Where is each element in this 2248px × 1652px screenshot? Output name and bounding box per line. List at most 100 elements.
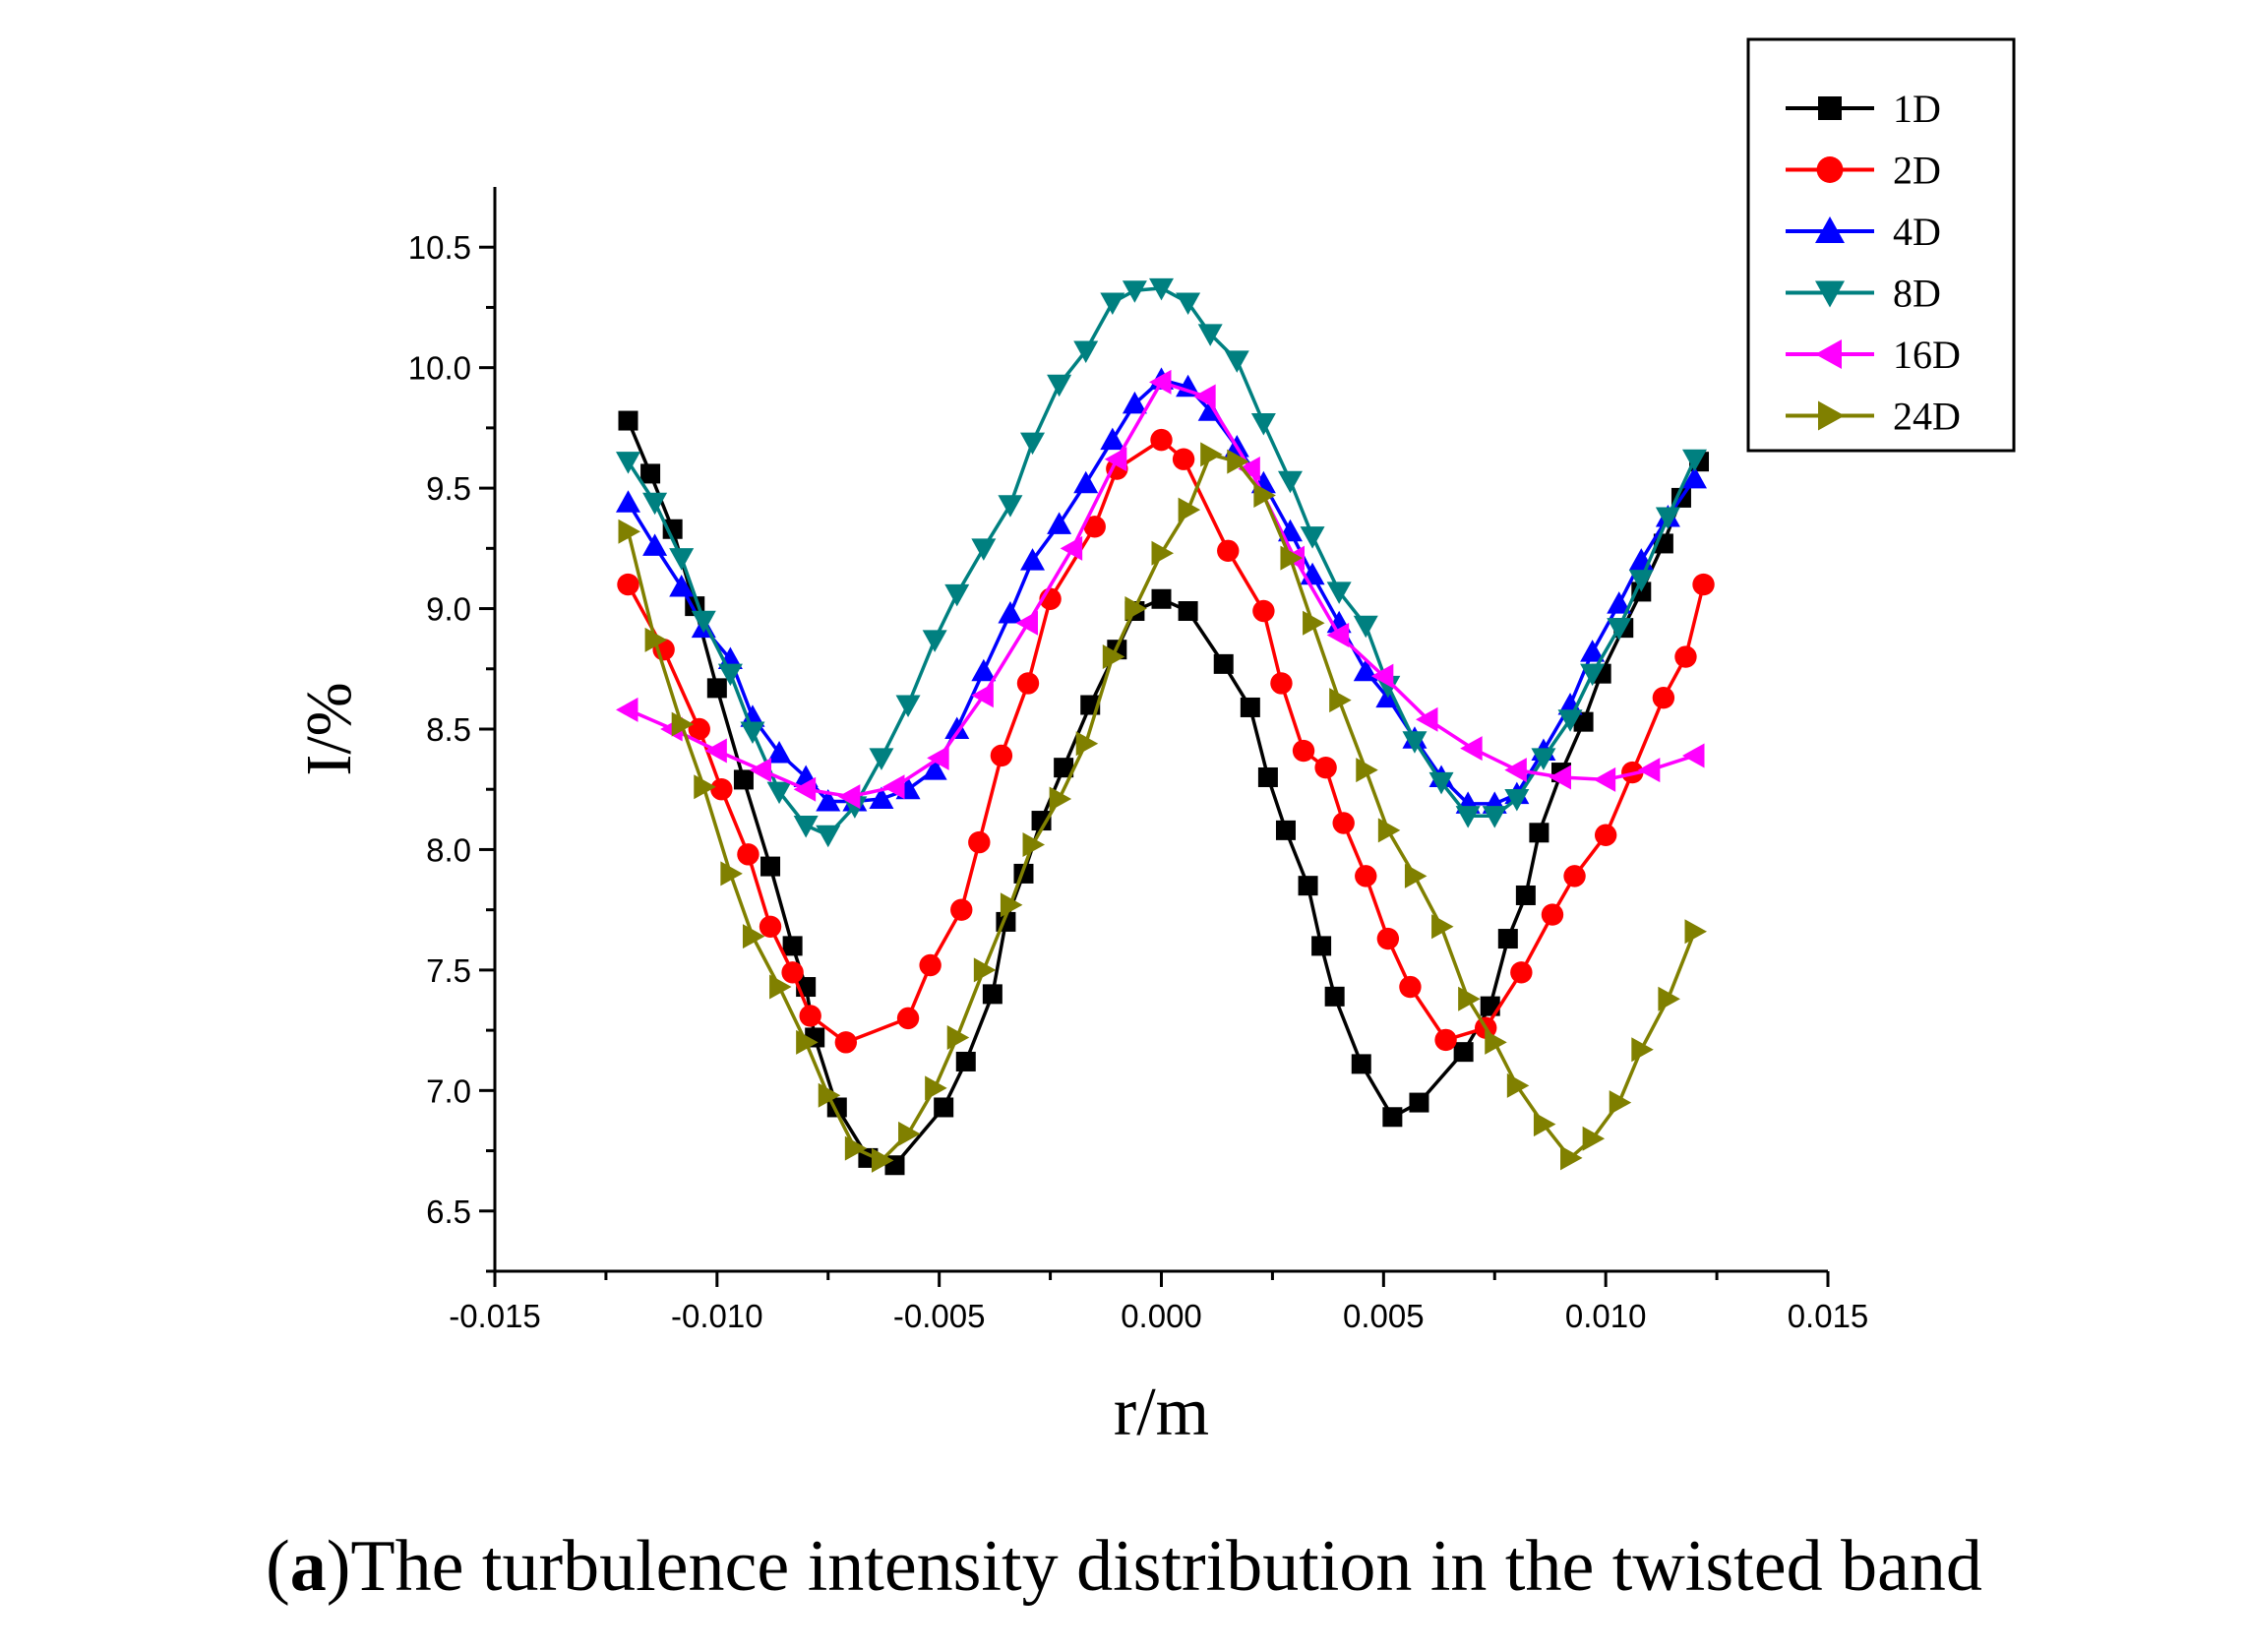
caption-label: a [289, 1526, 327, 1607]
legend-label-1D: 1D [1893, 87, 1941, 131]
y-tick-label: 10.5 [408, 229, 471, 266]
x-tick-label: 0.010 [1565, 1298, 1647, 1334]
data-point-24D [1303, 610, 1325, 636]
data-point-24D [769, 974, 792, 1000]
data-point-8D [1176, 292, 1201, 316]
data-point-2D [1355, 865, 1377, 887]
data-point-2D [1674, 645, 1697, 668]
data-point-24D [1609, 1090, 1632, 1116]
data-point-4D [1607, 591, 1632, 614]
data-point-24D [1022, 832, 1046, 858]
data-point-16D [1416, 706, 1438, 732]
data-point-1D [1351, 1054, 1371, 1074]
data-point-24D [1506, 1072, 1530, 1098]
data-point-8D [1402, 731, 1428, 754]
data-point-2D [1510, 961, 1533, 984]
data-point-24D [1404, 863, 1428, 888]
data-point-16D [793, 776, 817, 802]
data-point-2D [1541, 903, 1564, 926]
data-point-4D [642, 533, 668, 556]
data-point-8D [1197, 324, 1223, 346]
data-point-24D [925, 1075, 947, 1101]
data-point-8D [1073, 340, 1099, 364]
data-point-4D [971, 658, 997, 682]
y-tick-label: 8.5 [426, 711, 471, 748]
data-point-24D [1485, 1029, 1507, 1055]
data-point-4D [1100, 427, 1125, 451]
data-point-2D [1270, 672, 1293, 695]
data-point-2D [1150, 428, 1173, 452]
data-point-1D [618, 410, 638, 431]
legend-item-24D: 24D [1786, 395, 1961, 439]
data-point-24D [1253, 482, 1276, 508]
data-point-24D [1582, 1126, 1606, 1151]
data-point-1D [1178, 601, 1198, 622]
data-point-8D [766, 781, 792, 805]
y-tick-label: 6.5 [426, 1193, 471, 1230]
data-point-24D [898, 1121, 921, 1146]
series-line-24D [626, 453, 1697, 1163]
data-point-24D [742, 924, 765, 949]
data-point-1D [955, 1051, 976, 1071]
data-point-8D [1277, 470, 1303, 494]
data-point-2D [1292, 739, 1315, 763]
x-axis-title: r/m [1114, 1375, 1209, 1450]
data-point-16D [971, 683, 994, 708]
series-2D [617, 428, 1715, 1054]
data-point-4D [616, 490, 640, 513]
data-point-24D [618, 519, 640, 544]
legend: 1D 2D 4D 8D 16D 24D [1746, 37, 2016, 453]
data-point-24D [1377, 818, 1401, 843]
series-line-1D [626, 419, 1701, 1167]
legend-item-16D: 16D [1786, 333, 1961, 377]
data-point-1D [1275, 820, 1296, 840]
data-point-8D [1149, 277, 1174, 301]
y-tick-label: 7.5 [426, 952, 471, 989]
data-point-24D [1533, 1112, 1556, 1137]
plot-area [616, 277, 1715, 1176]
data-point-2D [688, 717, 710, 741]
x-tick-label: -0.015 [449, 1298, 541, 1334]
data-point-8D [1580, 663, 1606, 687]
data-point-8D [1557, 709, 1583, 732]
data-point-4D [1020, 548, 1046, 571]
data-point-8D [922, 630, 947, 652]
data-point-2D [1594, 824, 1617, 846]
data-point-1D [1497, 929, 1518, 949]
data-point-16D [1326, 622, 1350, 647]
data-point-8D [740, 721, 765, 744]
data-point-1D [640, 463, 661, 484]
data-point-8D [869, 748, 894, 770]
data-point-16D [1238, 457, 1260, 482]
data-point-2D [1399, 975, 1422, 999]
data-point-4D [922, 758, 947, 780]
data-point-4D [1353, 658, 1378, 682]
data-point-16D [1460, 736, 1483, 762]
data-point-24D [1178, 497, 1201, 522]
data-point-4D [1047, 512, 1072, 534]
data-point-2D [1016, 672, 1040, 695]
data-point-2D [1314, 756, 1337, 779]
data-point-8D [1122, 280, 1147, 303]
data-point-4D [740, 704, 765, 727]
data-point-16D [704, 738, 727, 764]
data-point-24D [644, 627, 668, 652]
data-point-8D [895, 695, 921, 718]
data-point-4D [869, 786, 894, 810]
data-point-2D [759, 915, 782, 939]
data-point-8D [642, 492, 668, 516]
data-point-24D [1049, 786, 1072, 812]
y-axis-title: I/% [293, 682, 365, 775]
data-point-2D [1083, 516, 1106, 538]
data-point-8D [1326, 581, 1352, 604]
data-point-4D [816, 788, 841, 812]
data-point-4D [998, 600, 1023, 624]
data-point-24D [796, 1029, 819, 1055]
data-point-4D [1580, 640, 1606, 662]
data-point-2D [617, 573, 639, 596]
data-point-8D [1353, 615, 1378, 639]
data-point-24D [1329, 688, 1352, 713]
legend-box [1746, 37, 2016, 453]
y-tick-label: 9.5 [426, 470, 471, 507]
data-point-8D [944, 583, 970, 607]
